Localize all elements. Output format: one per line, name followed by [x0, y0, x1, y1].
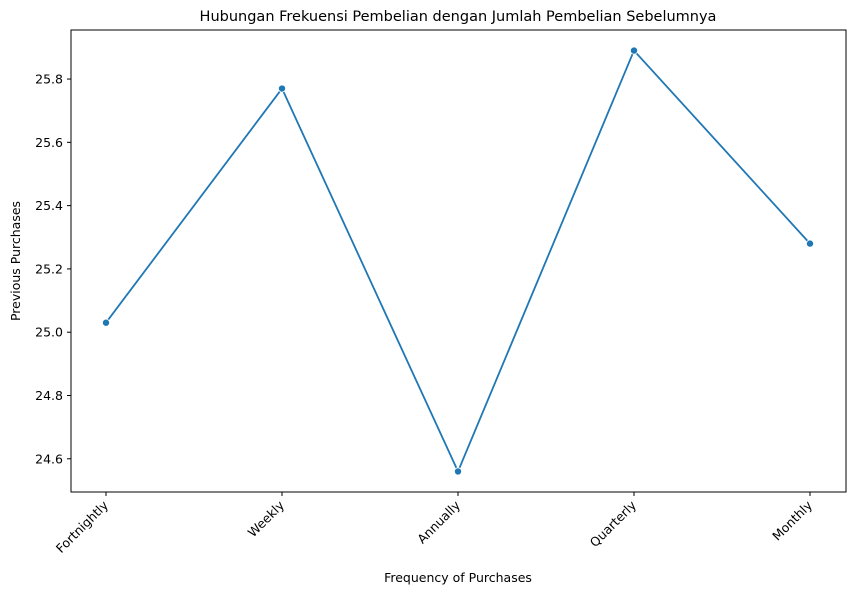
y-tick-label: 25.8	[35, 72, 63, 87]
y-tick-label: 25.0	[35, 325, 63, 340]
x-tick-label: Weekly	[245, 497, 288, 540]
y-tick-label: 25.2	[35, 261, 63, 276]
x-axis: Fortnightly Weekly Annually Quarterly Monthl…	[53, 492, 816, 556]
data-point	[453, 467, 462, 476]
x-tick-label: Quarterly	[587, 497, 640, 550]
y-tick-label: 24.8	[35, 388, 63, 403]
x-axis-label: Frequency of Purchases	[384, 570, 532, 585]
series-layer	[102, 46, 815, 476]
data-point	[102, 318, 111, 327]
data-point	[277, 84, 286, 93]
y-tick-label: 25.6	[35, 135, 63, 150]
x-tick-label: Fortnightly	[53, 497, 112, 556]
y-axis: 24.6 24.8 25.0 25.2 25.4 25.6 25.8	[35, 72, 71, 466]
y-tick-label: 24.6	[35, 451, 63, 466]
data-point	[806, 239, 815, 248]
y-tick-label: 25.4	[35, 198, 63, 213]
series-line	[105, 49, 811, 473]
plot-area-frame	[70, 29, 847, 493]
y-axis-label: Previous Purchases	[8, 201, 23, 321]
data-point	[630, 46, 639, 55]
x-tick-label: Monthly	[769, 497, 815, 543]
chart-title: Hubungan Frekuensi Pembelian dengan Juml…	[200, 9, 717, 25]
x-tick-label: Annually	[414, 497, 463, 546]
